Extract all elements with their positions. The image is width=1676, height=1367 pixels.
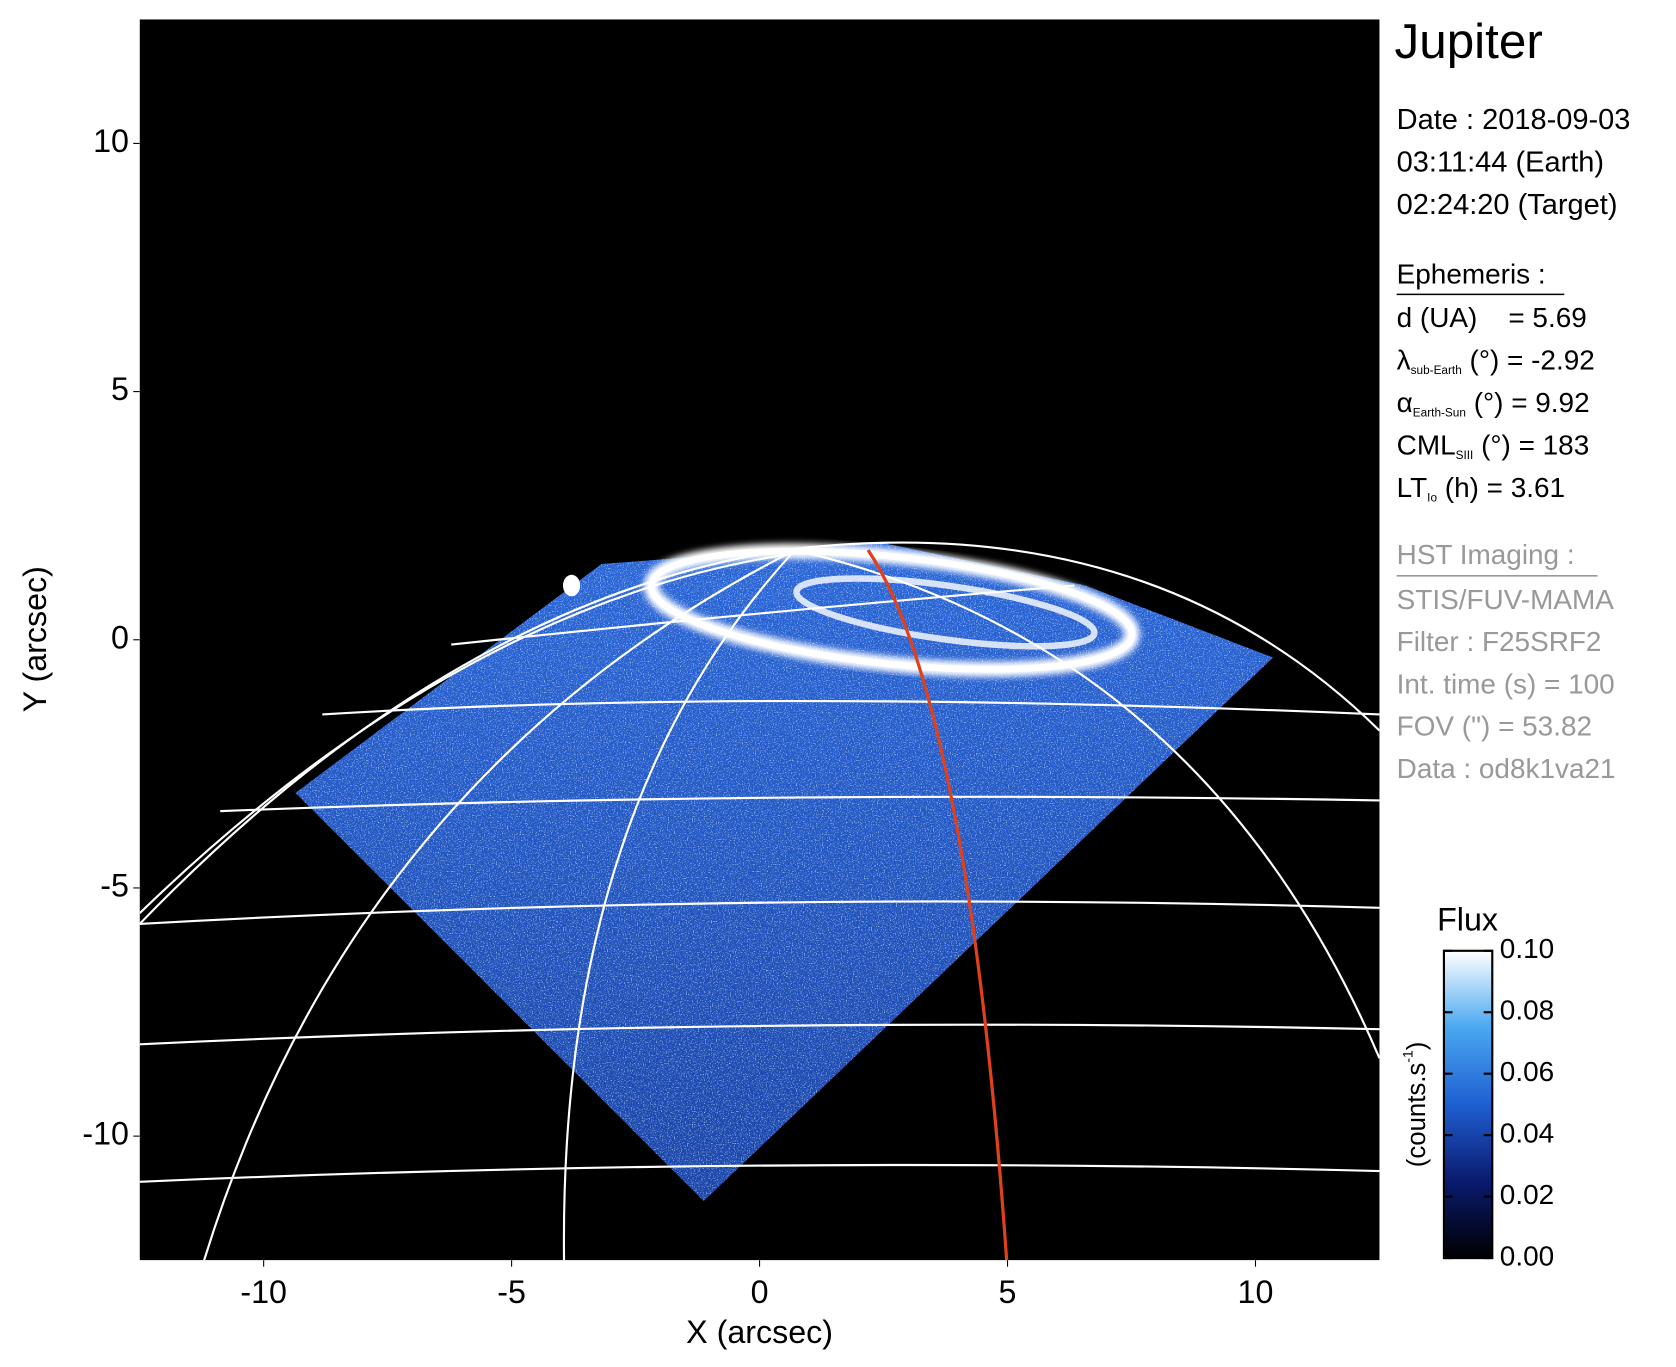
colorbar-title: Flux [1437, 901, 1498, 937]
colorbar-label-sup: -1 [1399, 1050, 1415, 1063]
date-line: 02:24:20 (Target) [1397, 189, 1618, 221]
ephemeris-text: d (UA) = 5.69 [1397, 303, 1587, 334]
y-tick-label: -10 [82, 1116, 129, 1152]
reference-meridian [866, 549, 1009, 1261]
imaging-line: Filter : F25SRF2 [1397, 626, 1602, 657]
ephemeris-rest: (°) = -2.92 [1462, 345, 1595, 376]
y-axis-label: Y (arcsec) [17, 566, 53, 712]
image [139, 19, 1380, 1261]
y-tick-label: 5 [111, 371, 129, 407]
colorbar-tick-label: 0.04 [1500, 1118, 1554, 1149]
ephemeris-rest: (°) = 183 [1473, 430, 1589, 461]
ephemeris-line: CMLSIII (°) = 183 [1397, 430, 1590, 462]
colorbar-tick-label: 0.06 [1500, 1056, 1554, 1087]
ephemeris-line: LTIo (h) = 3.61 [1397, 472, 1565, 504]
info-panel: Date : 2018-09-03 03:11:44 (Earth) 02:24:2… [1397, 104, 1631, 784]
x-tick-label: 10 [1238, 1274, 1274, 1310]
ephemeris-line: αEarth-Sun (°) = 9.92 [1397, 387, 1590, 419]
x-tick-label: -10 [240, 1274, 287, 1310]
x-axis-label: X (arcsec) [686, 1314, 833, 1350]
ephemeris-title: Ephemeris : [1397, 258, 1546, 289]
x-tick-label: 0 [751, 1274, 769, 1310]
ephemeris-sub: Io [1427, 491, 1437, 505]
y-tick-label: 10 [93, 123, 129, 159]
ephemeris-rest: (h) = 3.61 [1437, 472, 1565, 503]
colorbar-tick-label: 0.00 [1500, 1240, 1554, 1271]
colorbar-label: (counts.s-1) [1399, 1042, 1431, 1168]
y-tick-label: 0 [111, 619, 129, 655]
ephemeris-text: CML [1397, 430, 1456, 461]
imaging-line: FOV (") = 53.82 [1397, 711, 1592, 742]
colorbar-label-text: (counts.s [1403, 1063, 1431, 1168]
ephemeris-line: d (UA) = 5.69 [1397, 303, 1587, 334]
ephemeris-text: λ [1397, 345, 1411, 376]
aurora [562, 543, 1140, 677]
colorbar-tick-label: 0.08 [1500, 995, 1554, 1026]
imaging-line: Int. time (s) = 100 [1397, 668, 1615, 699]
ephemeris-sub: Earth-Sun [1413, 406, 1466, 420]
ephemeris-line: λsub-Earth (°) = -2.92 [1397, 345, 1595, 377]
detector-noise [295, 542, 1274, 1202]
imaging-line: STIS/FUV-MAMA [1397, 584, 1615, 615]
ephemeris-sub: sub-Earth [1411, 363, 1462, 377]
imaging-line: Data : od8k1va21 [1397, 753, 1616, 784]
imaging-title: HST Imaging : [1397, 539, 1575, 570]
y-tick-label: -5 [100, 867, 129, 903]
x-tick-label: -5 [497, 1274, 526, 1310]
planet-grid [139, 541, 1380, 1261]
colorbar-tick-label: 0.10 [1500, 933, 1554, 964]
ephemeris-text: LT [1397, 472, 1428, 503]
ephemeris-sub: SIII [1456, 448, 1474, 462]
date-line: Date : 2018-09-03 [1397, 104, 1631, 136]
ephemeris-text: α [1397, 387, 1413, 418]
colorbar-tick-label: 0.02 [1500, 1179, 1554, 1210]
ephemeris-rest: (°) = 9.92 [1466, 387, 1590, 418]
chart-title: Jupiter [1395, 14, 1543, 69]
colorbar [1442, 949, 1494, 1260]
colorbar-label-end: ) [1403, 1042, 1431, 1051]
date-line: 03:11:44 (Earth) [1397, 146, 1604, 178]
x-tick-label: 5 [999, 1274, 1017, 1310]
